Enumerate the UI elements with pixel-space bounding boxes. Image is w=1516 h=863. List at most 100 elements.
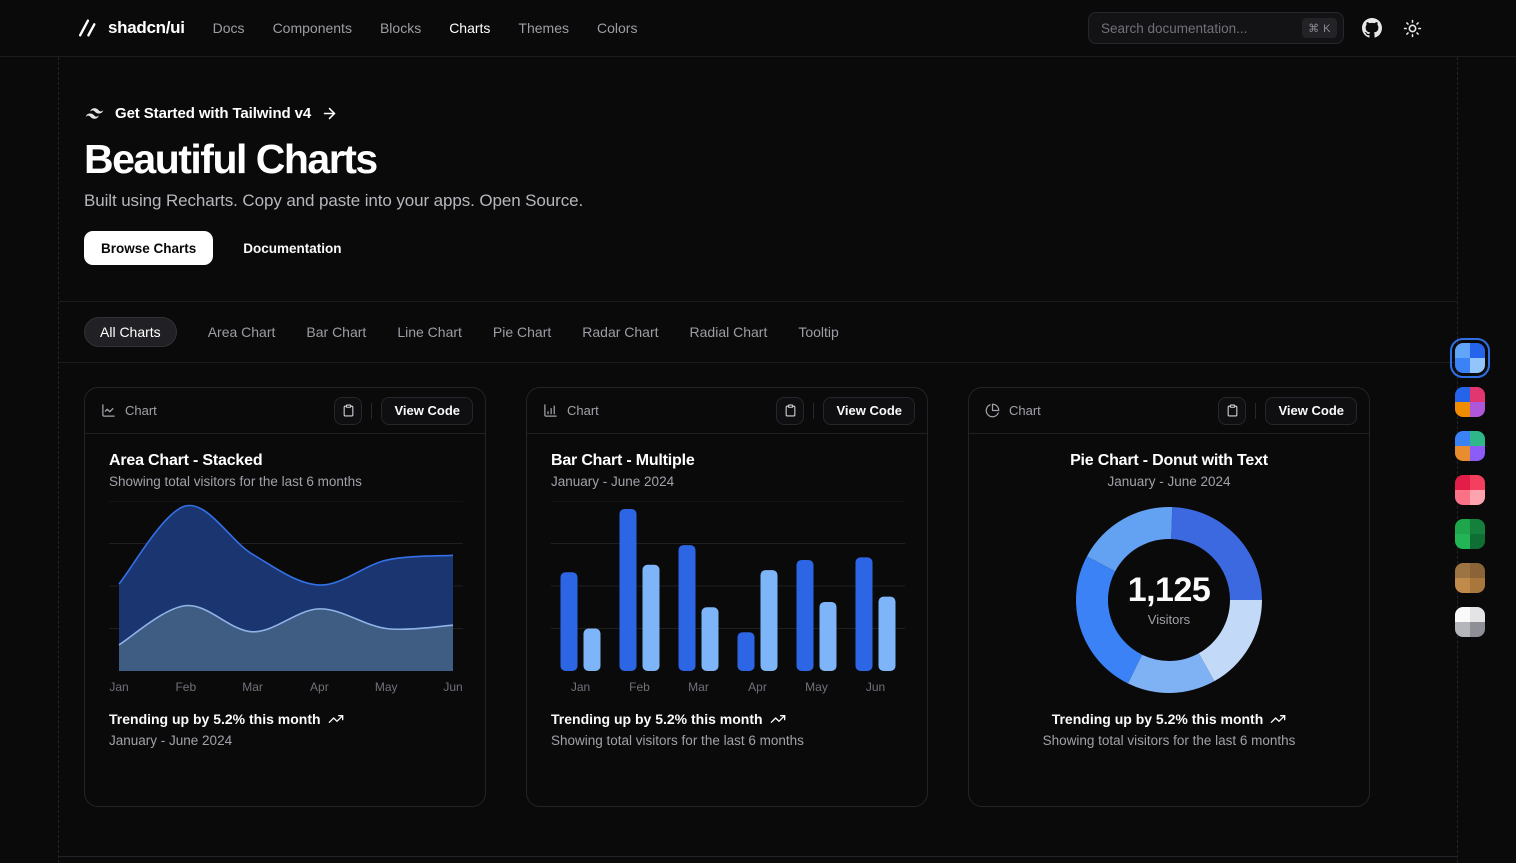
theme-swatch-gray[interactable] xyxy=(1455,607,1485,637)
toolbar-label: Chart xyxy=(567,403,599,418)
top-nav: shadcn/ui Docs Components Blocks Charts … xyxy=(0,0,1516,57)
nav-item-components[interactable]: Components xyxy=(273,20,352,36)
brand-name: shadcn/ui xyxy=(108,18,185,38)
trend-text: Trending up by 5.2% this month xyxy=(551,711,763,727)
svg-text:Feb: Feb xyxy=(175,680,196,694)
card-toolbar: Chart View Code xyxy=(969,388,1369,434)
search-shortcut-kbd: ⌘ K xyxy=(1302,18,1337,38)
theme-swatch-red[interactable] xyxy=(1455,475,1485,505)
tailwind-icon xyxy=(84,103,105,124)
hero-section: Get Started with Tailwind v4 Beautiful C… xyxy=(59,57,1457,301)
tailwind-announcement-link[interactable]: Get Started with Tailwind v4 xyxy=(84,103,1457,124)
trending-up-icon xyxy=(328,711,344,727)
nav-item-docs[interactable]: Docs xyxy=(213,20,245,36)
clipboard-icon xyxy=(342,404,355,417)
trend-text: Trending up by 5.2% this month xyxy=(1052,711,1264,727)
chart-title: Bar Chart - Multiple xyxy=(551,452,903,470)
tab-bar-chart[interactable]: Bar Chart xyxy=(306,324,366,340)
tab-line-chart[interactable]: Line Chart xyxy=(397,324,462,340)
search-box: ⌘ K xyxy=(1088,12,1344,44)
trending-up-icon xyxy=(1270,711,1286,727)
footer-caption: Showing total visitors for the last 6 mo… xyxy=(551,733,903,748)
theme-swatch-blue[interactable] xyxy=(1455,343,1485,373)
copy-code-button[interactable] xyxy=(776,397,804,425)
brand-logo[interactable]: shadcn/ui xyxy=(76,17,185,39)
theme-swatch-brown[interactable] xyxy=(1455,563,1485,593)
main-content: Get Started with Tailwind v4 Beautiful C… xyxy=(58,57,1458,863)
nav-item-themes[interactable]: Themes xyxy=(518,20,569,36)
svg-text:May: May xyxy=(375,680,398,694)
copy-code-button[interactable] xyxy=(334,397,362,425)
bar-chart-plot: JanFebMarAprMayJun xyxy=(527,501,927,699)
copy-code-button[interactable] xyxy=(1218,397,1246,425)
svg-text:Jun: Jun xyxy=(443,680,462,694)
chart-title: Area Chart - Stacked xyxy=(109,452,461,470)
toolbar-separator xyxy=(1255,403,1256,419)
area-chart-card: Chart View Code Area Chart - Stacked Sho… xyxy=(84,387,486,807)
documentation-button[interactable]: Documentation xyxy=(233,231,351,265)
github-button[interactable] xyxy=(1360,16,1384,40)
trend-text: Trending up by 5.2% this month xyxy=(109,711,321,727)
card-header: Pie Chart - Donut with Text January - Ju… xyxy=(969,434,1369,489)
toolbar-separator xyxy=(371,403,372,419)
chart-type-tabs: All Charts Area Chart Bar Chart Line Cha… xyxy=(59,301,1457,363)
card-footer: Trending up by 5.2% this month Showing t… xyxy=(527,699,927,764)
svg-text:May: May xyxy=(805,680,828,694)
card-header: Area Chart - Stacked Showing total visit… xyxy=(85,434,485,489)
svg-text:Mar: Mar xyxy=(688,680,709,694)
clipboard-icon xyxy=(1226,404,1239,417)
nav-links: Docs Components Blocks Charts Themes Col… xyxy=(213,20,638,36)
page-subtitle: Built using Recharts. Copy and paste int… xyxy=(84,191,1457,211)
nav-actions: ⌘ K xyxy=(1088,12,1424,44)
svg-text:Jan: Jan xyxy=(109,680,128,694)
svg-text:Apr: Apr xyxy=(310,680,329,694)
github-icon xyxy=(1362,18,1382,38)
pie-chart-icon xyxy=(985,403,1000,418)
theme-toggle-button[interactable] xyxy=(1400,16,1424,40)
clipboard-icon xyxy=(784,404,797,417)
bar-chart-icon xyxy=(543,403,558,418)
tab-all-charts[interactable]: All Charts xyxy=(84,317,177,347)
tab-radial-chart[interactable]: Radial Chart xyxy=(690,324,768,340)
trending-up-icon xyxy=(770,711,786,727)
bar-chart-card: Chart View Code Bar Chart - Multiple Jan… xyxy=(526,387,928,807)
theme-swatch-green[interactable] xyxy=(1455,519,1485,549)
view-code-button[interactable]: View Code xyxy=(1265,397,1357,425)
nav-item-charts[interactable]: Charts xyxy=(449,20,490,36)
toolbar-label: Chart xyxy=(125,403,157,418)
card-toolbar: Chart View Code xyxy=(85,388,485,434)
arrow-right-icon xyxy=(321,105,338,122)
pie-chart-card: Chart View Code Pie Chart - Donut with T… xyxy=(968,387,1370,807)
theme-swatch-multi-1[interactable] xyxy=(1455,387,1485,417)
area-chart-plot: Jan Feb Mar Apr May Jun xyxy=(85,501,485,699)
donut-chart-plot: 1,125 Visitors xyxy=(969,501,1369,699)
nav-item-blocks[interactable]: Blocks xyxy=(380,20,421,36)
charts-grid: Chart View Code Area Chart - Stacked Sho… xyxy=(59,363,1457,831)
card-footer: Trending up by 5.2% this month January -… xyxy=(85,699,485,764)
view-code-button[interactable]: View Code xyxy=(823,397,915,425)
card-toolbar: Chart View Code xyxy=(527,388,927,434)
toolbar-separator xyxy=(813,403,814,419)
svg-text:Mar: Mar xyxy=(242,680,263,694)
nav-item-colors[interactable]: Colors xyxy=(597,20,637,36)
hero-actions: Browse Charts Documentation xyxy=(84,231,1457,265)
line-chart-icon xyxy=(101,403,116,418)
chart-description: January - June 2024 xyxy=(993,474,1345,489)
footer-caption: Showing total visitors for the last 6 mo… xyxy=(993,733,1345,748)
view-code-button[interactable]: View Code xyxy=(381,397,473,425)
chart-title: Pie Chart - Donut with Text xyxy=(993,452,1345,470)
tab-radar-chart[interactable]: Radar Chart xyxy=(582,324,658,340)
tab-pie-chart[interactable]: Pie Chart xyxy=(493,324,551,340)
shadcn-logo-icon xyxy=(76,17,98,39)
chart-description: Showing total visitors for the last 6 mo… xyxy=(109,474,461,489)
svg-text:Feb: Feb xyxy=(629,680,650,694)
hero-badge-text: Get Started with Tailwind v4 xyxy=(115,105,311,122)
card-header: Bar Chart - Multiple January - June 2024 xyxy=(527,434,927,489)
theme-swatch-multi-2[interactable] xyxy=(1455,431,1485,461)
svg-text:Apr: Apr xyxy=(748,680,767,694)
tab-tooltip[interactable]: Tooltip xyxy=(798,324,838,340)
svg-text:Jun: Jun xyxy=(866,680,885,694)
tab-area-chart[interactable]: Area Chart xyxy=(208,324,276,340)
browse-charts-button[interactable]: Browse Charts xyxy=(84,231,213,265)
sun-icon xyxy=(1403,19,1422,38)
